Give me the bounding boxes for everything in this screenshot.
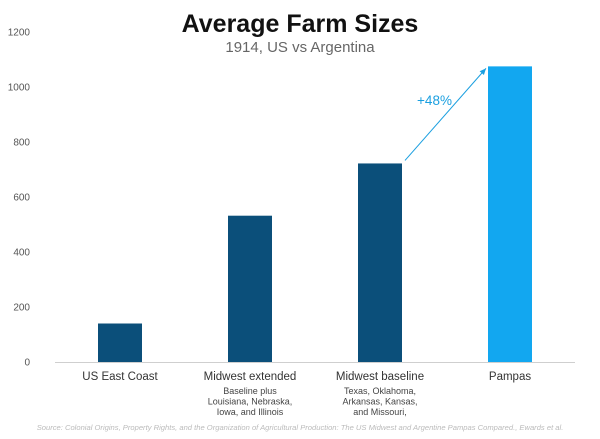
category-note: Texas, Oklahoma, [344,386,416,396]
y-tick-label: 200 [13,303,30,314]
category-note: Iowa, and Illinois [217,407,284,417]
chart-subtitle: 1914, US vs Argentina [225,39,375,56]
growth-arrow-line [404,68,487,161]
x-axis: US East Coast Midwest extended Baseline pl… [82,371,531,417]
growth-arrow-head [479,68,486,76]
bar [98,323,142,362]
category-note: Louisiana, Nebraska, [208,397,293,407]
x-tick-label: Midwest extended [204,371,297,383]
y-tick-label: 0 [24,358,30,369]
bar-series [98,66,532,362]
x-tick-label: Pampas [489,371,531,383]
bar [488,66,532,362]
category-note: Baseline plus [223,386,277,396]
y-tick-label: 1000 [8,83,31,94]
y-tick-label: 800 [13,138,30,149]
growth-annotation: +48% [404,68,487,161]
category-note: and Missouri, [353,407,407,417]
y-axis: 0 200 400 600 800 1000 1200 [8,28,31,369]
source-note: Source: Colonial Origins, Property Right… [37,423,564,432]
bar [228,215,272,362]
y-tick-label: 1200 [8,28,31,39]
category-note: Arkansas, Kansas, [342,397,417,407]
y-tick-label: 400 [13,248,30,259]
growth-label: +48% [417,93,452,108]
bar [358,163,402,362]
y-tick-label: 600 [13,193,30,204]
chart-title: Average Farm Sizes [182,10,419,38]
x-tick-label: US East Coast [82,371,158,383]
x-tick-label: Midwest baseline [336,371,424,383]
